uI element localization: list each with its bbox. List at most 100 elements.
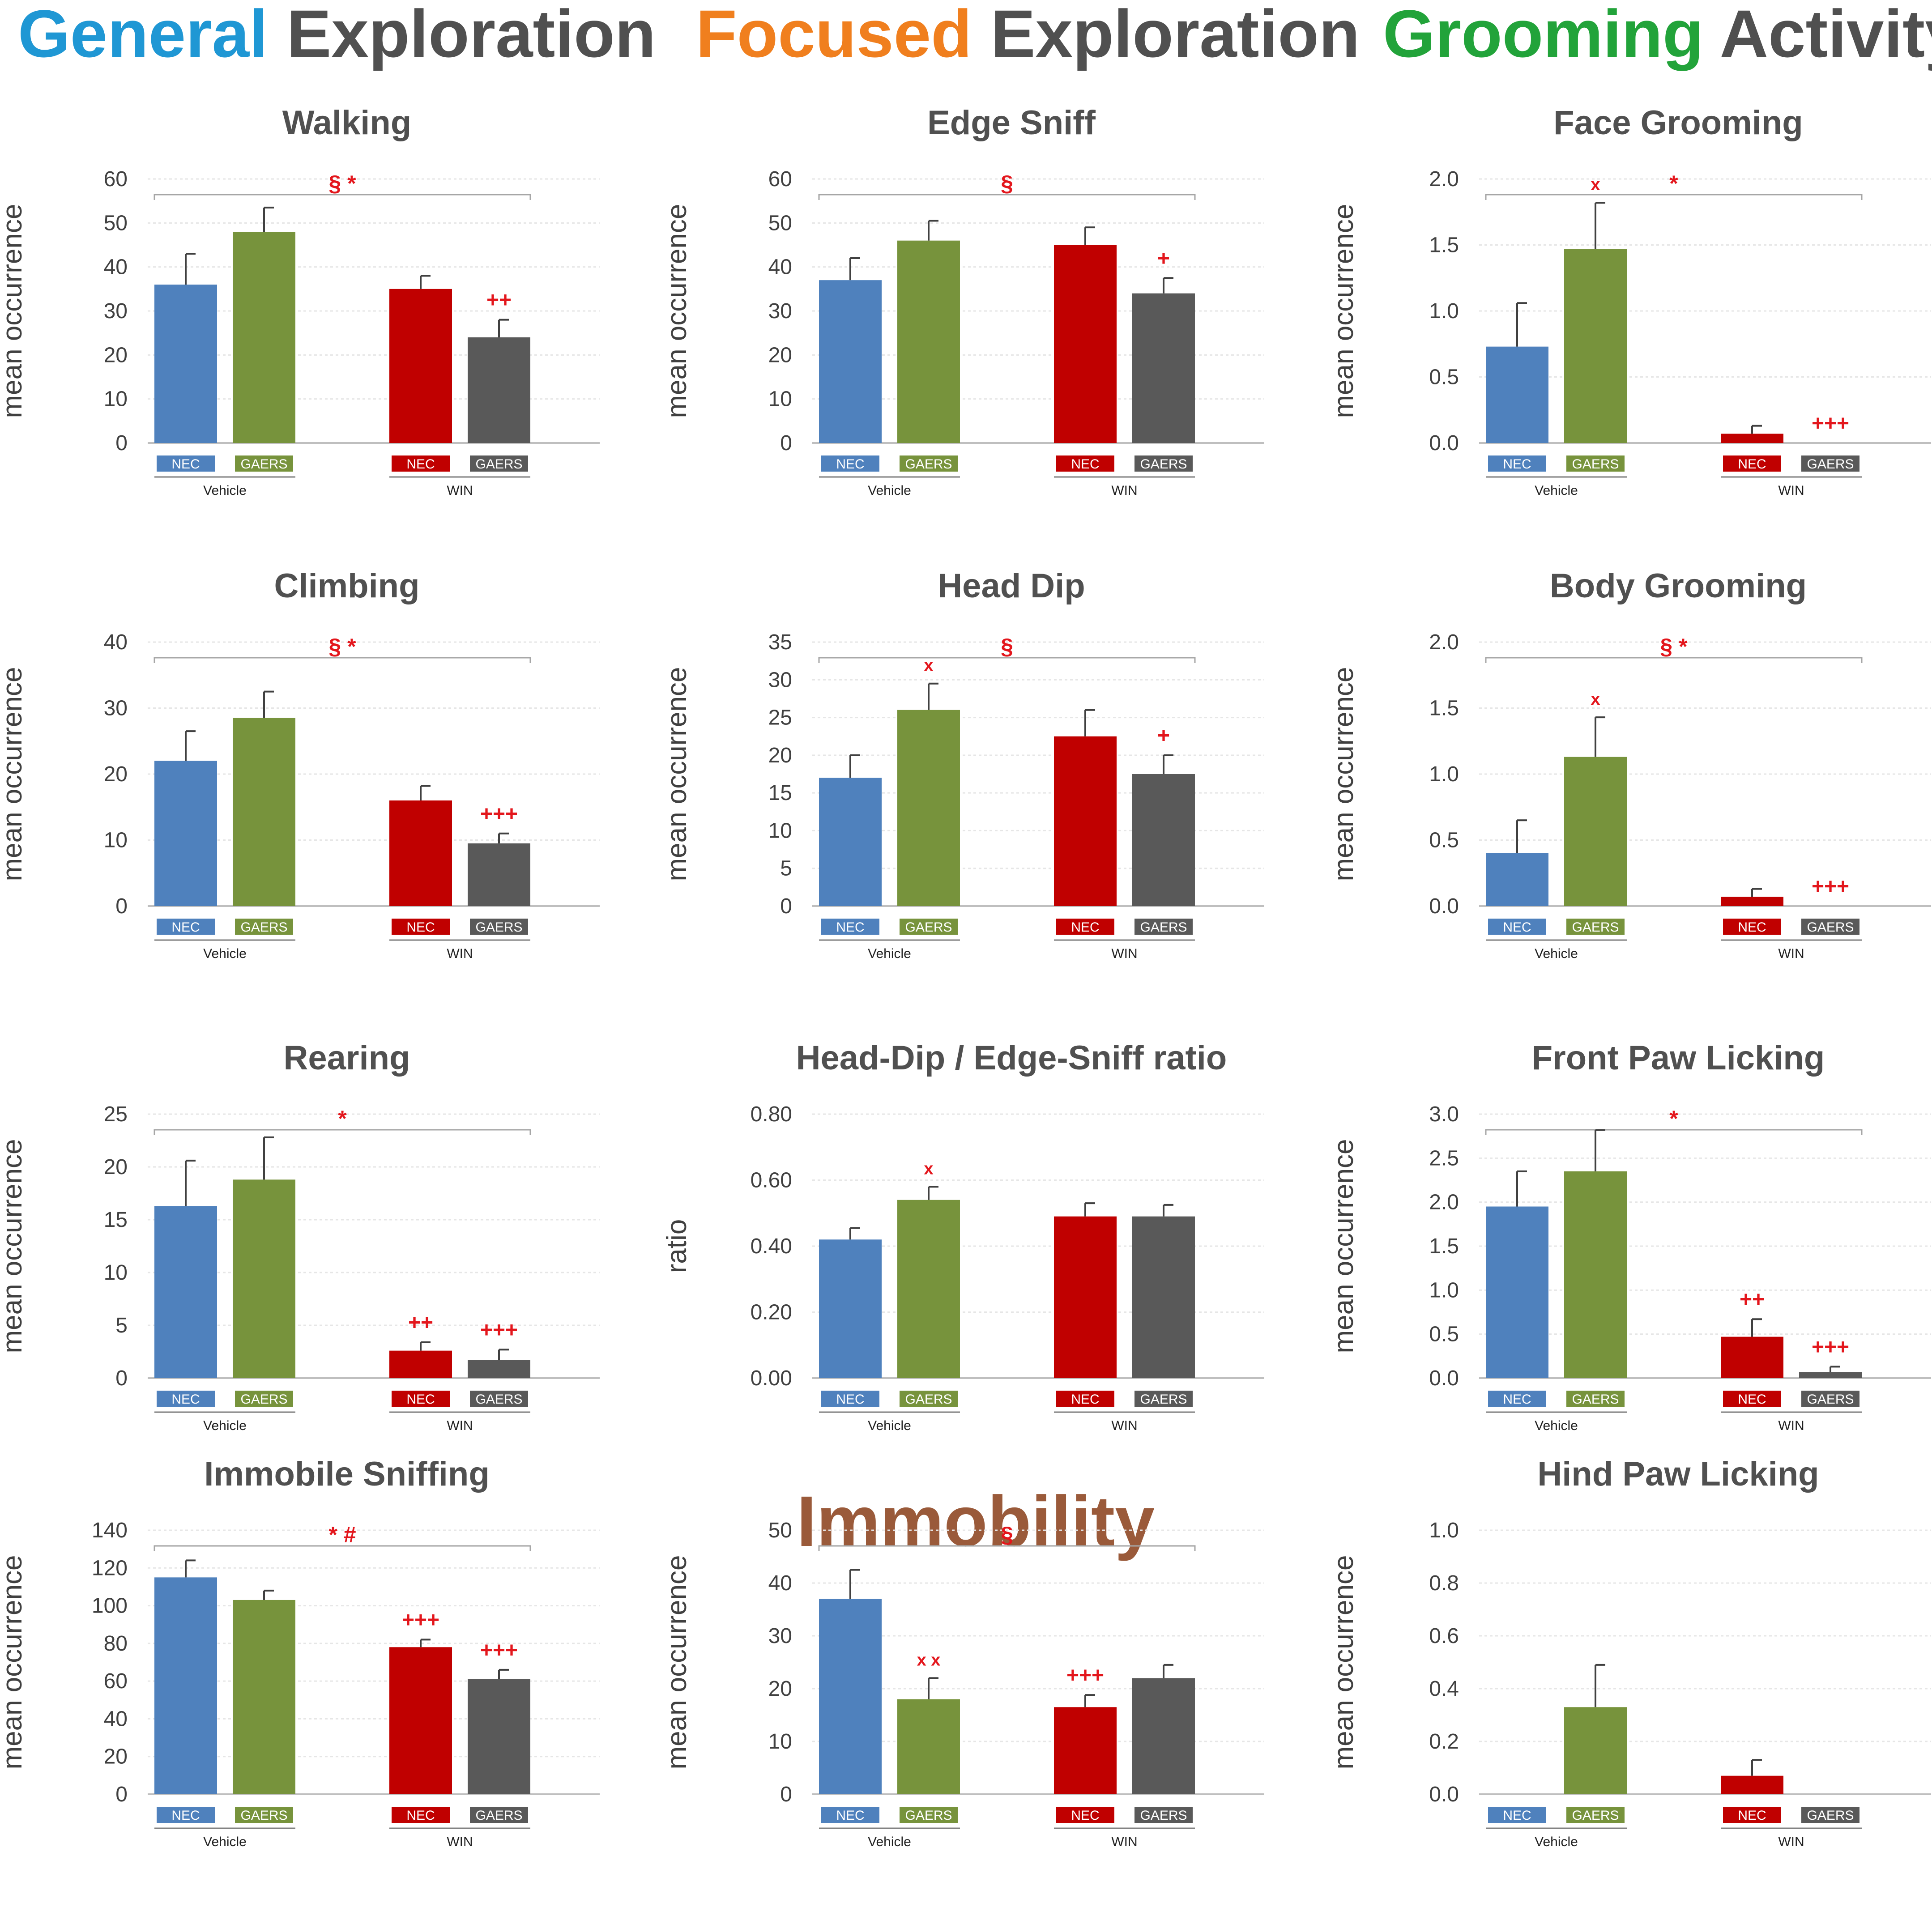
- chart-title: Walking: [282, 104, 412, 142]
- legend-badge-label: NEC: [171, 920, 200, 935]
- bar-nec-vehicle: [1486, 346, 1548, 443]
- legend-badge-nec-vehicle: [1488, 919, 1546, 935]
- group-label: WIN: [447, 946, 473, 961]
- legend-badge-label: GAERS: [905, 920, 952, 935]
- significance-bracket: [1485, 1129, 1863, 1135]
- bar-nec-win: [1054, 245, 1117, 443]
- legend-badge-gaers-win: [1801, 1391, 1859, 1407]
- y-tick-label: 0: [115, 894, 128, 918]
- chart-immobility: mean occurrence 0 10 20 30 40 50 § x x +++ NEC GAER…: [661, 1519, 1264, 1849]
- group-label: WIN: [1111, 483, 1137, 498]
- bar-gaers-vehicle: [1564, 757, 1627, 906]
- y-tick-label: 25: [768, 706, 792, 730]
- chart-panel-head-dip: Head Dip mean occurrence 0 5 10 15 20 25 30 35 § x +…: [661, 562, 1305, 1027]
- y-tick-label: 0.4: [1429, 1677, 1459, 1701]
- significance-bracket: [818, 657, 1196, 663]
- y-tick-label: 0.6: [1429, 1624, 1459, 1648]
- y-tick-label: 2.5: [1429, 1146, 1459, 1170]
- bar-gaers-vehicle: [233, 718, 295, 906]
- legend-badge-label: NEC: [836, 920, 864, 935]
- y-tick-label: 0.2: [1429, 1730, 1459, 1754]
- group-label: Vehicle: [1535, 946, 1578, 961]
- section-title-focused-exploration: Focused Exploration: [696, 0, 1360, 67]
- bar-nec-win: [1054, 736, 1117, 906]
- legend-badge-label: NEC: [1503, 457, 1531, 472]
- bar-gaers-vehicle: [1564, 249, 1627, 443]
- y-tick-label: 0: [780, 431, 792, 455]
- y-tick-label: 5: [115, 1314, 128, 1337]
- group-label: WIN: [1778, 483, 1804, 498]
- legend-badge-label: GAERS: [475, 457, 522, 472]
- y-tick-label: 3.0: [1429, 1102, 1459, 1126]
- chart-title: Head-Dip / Edge-Sniff ratio: [796, 1039, 1227, 1077]
- chart-immobile-sniffing: Immobile Sniffing mean occurrence 0 20 40 60 8…: [0, 1455, 600, 1849]
- y-tick-label: 20: [104, 762, 128, 786]
- chart-panel-walking: Walking mean occurrence 0 10 20 30 40 50 60 § * ++…: [0, 98, 640, 564]
- chart-title: Head Dip: [938, 567, 1085, 605]
- legend-badge-gaers-vehicle: [1566, 1807, 1625, 1823]
- y-tick-label: 120: [92, 1556, 128, 1580]
- group-label: Vehicle: [868, 1418, 911, 1433]
- legend-badge-label: NEC: [1738, 1392, 1766, 1407]
- chart-panel-body-grooming: Body Grooming mean occurrence 0.0 0.5 1.0 1.5…: [1328, 562, 1932, 1027]
- bar-gaers-win: [1799, 1372, 1862, 1378]
- chart-panel-rearing: Rearing mean occurrence 0 5 10 15 20 25 * ++ +++ NE…: [0, 1034, 640, 1499]
- legend-badge-label: GAERS: [240, 920, 287, 935]
- chart-title: Hind Paw Licking: [1537, 1455, 1819, 1493]
- legend-badge-label: NEC: [171, 457, 200, 472]
- section-rest-general: Exploration: [286, 0, 656, 71]
- chart-hd-es-ratio: Head-Dip / Edge-Sniff ratio ratio 0.00 0.20…: [661, 1039, 1264, 1433]
- chart-panel-climbing: Climbing mean occurrence 0 10 20 30 40 § * +++ NE…: [0, 562, 640, 1027]
- legend-badge-nec-win: [1723, 1391, 1781, 1407]
- group-label: Vehicle: [1535, 483, 1578, 498]
- bar-gaers-win: [1132, 1678, 1195, 1794]
- bracket-label: §: [1001, 171, 1013, 196]
- legend-badge-label: NEC: [836, 1392, 864, 1407]
- legend-badge-label: GAERS: [1140, 457, 1187, 472]
- group-label: Vehicle: [203, 946, 247, 961]
- chart-title: Body Grooming: [1550, 567, 1807, 605]
- group-label: Vehicle: [868, 1835, 911, 1849]
- group-label: Vehicle: [1535, 1418, 1578, 1433]
- chart-panel-face-grooming: Face Grooming mean occurrence 0.0 0.5 1.0 1.5…: [1328, 98, 1932, 564]
- bar-nec-win: [1721, 897, 1783, 906]
- legend-badge-label: GAERS: [1140, 920, 1187, 935]
- y-tick-label: 0.40: [751, 1234, 792, 1258]
- group-label: Vehicle: [868, 946, 911, 961]
- bracket-label: § *: [328, 634, 356, 659]
- legend-badge-gaers-vehicle: [235, 1807, 293, 1823]
- legend-badge-gaers-win: [470, 1807, 528, 1823]
- group-label: Vehicle: [203, 1835, 247, 1849]
- y-tick-label: 0: [780, 1783, 792, 1806]
- y-tick-label: 0: [780, 894, 792, 918]
- chart-walking: Walking mean occurrence 0 10 20 30 40 50 60 § * ++…: [0, 104, 600, 498]
- legend-badge-label: GAERS: [905, 1392, 952, 1407]
- y-tick-label: 30: [768, 299, 792, 323]
- legend-badge-label: GAERS: [475, 920, 522, 935]
- bar-nec-win: [389, 800, 452, 906]
- legend-badge-gaers-vehicle: [235, 455, 293, 472]
- significance-bracket: [154, 1129, 531, 1135]
- y-axis-label: mean occurrence: [661, 667, 692, 881]
- legend-badge-label: NEC: [1503, 1808, 1531, 1823]
- legend-badge-gaers-vehicle: [900, 1807, 958, 1823]
- legend-badge-label: GAERS: [1140, 1392, 1187, 1407]
- bar-annotation: x x: [917, 1651, 941, 1669]
- chart-panel-hind-paw-licking: Hind Paw Licking mean occurrence 0.0 0.2 0.4…: [1328, 1450, 1932, 1915]
- chart-panel-edge-sniff: Edge Sniff mean occurrence 0 10 20 30 40 50 60 § +…: [661, 98, 1305, 564]
- y-tick-label: 10: [768, 387, 792, 411]
- section-highlight-grooming: Grooming: [1383, 0, 1704, 71]
- legend-badge-gaers-win: [1801, 455, 1859, 472]
- bar-annotation: ++: [408, 1311, 433, 1335]
- group-label: Vehicle: [203, 1418, 247, 1433]
- section-highlight-general: General: [18, 0, 268, 71]
- legend-badge-gaers-vehicle: [1566, 1391, 1625, 1407]
- chart-front-paw-licking: Front Paw Licking mean occurrence 0.0 0.5 1.…: [1328, 1039, 1931, 1433]
- y-tick-label: 60: [768, 167, 792, 191]
- legend-badge-label: NEC: [406, 1808, 435, 1823]
- y-tick-label: 0.8: [1429, 1571, 1459, 1595]
- y-tick-label: 10: [768, 1730, 792, 1754]
- bracket-label: § *: [1660, 634, 1688, 659]
- y-tick-label: 0.0: [1429, 1366, 1459, 1390]
- bracket-label: § *: [328, 171, 356, 196]
